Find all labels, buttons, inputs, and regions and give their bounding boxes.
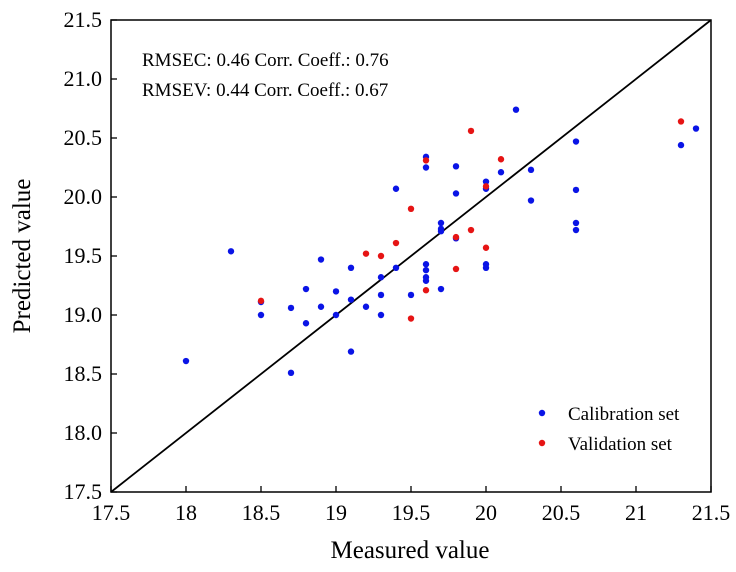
data-point-calibration-set xyxy=(482,178,490,185)
data-point-calibration-set xyxy=(692,125,700,132)
x-tick-label: 18.5 xyxy=(242,500,281,525)
x-tick-label: 19.5 xyxy=(392,500,431,525)
data-point-validation-set xyxy=(392,239,400,247)
y-axis-title: Predicted value xyxy=(9,179,36,334)
y-tick-label: 20.0 xyxy=(64,184,103,209)
data-point-calibration-set xyxy=(452,190,460,197)
data-point-calibration-set xyxy=(422,277,430,284)
data-point-calibration-set xyxy=(407,291,415,299)
x-tick-label: 21 xyxy=(625,500,647,525)
y-tick-label: 21.5 xyxy=(64,7,103,32)
data-point-calibration-set xyxy=(572,186,580,194)
data-point-calibration-set xyxy=(227,248,235,255)
data-point-validation-set xyxy=(467,226,475,234)
data-point-calibration-set xyxy=(512,106,520,113)
data-point-calibration-set xyxy=(572,219,580,227)
data-point-calibration-set xyxy=(347,264,355,271)
legend-marker-validation xyxy=(538,439,546,447)
x-tick-label: 20.5 xyxy=(542,500,581,525)
legend-marker-calibration xyxy=(538,409,546,417)
data-point-calibration-set xyxy=(287,304,295,312)
annotation-rmsec: RMSEC: 0.46 Corr. Coeff.: 0.76 xyxy=(142,50,389,71)
data-point-validation-set xyxy=(482,183,490,190)
data-point-validation-set xyxy=(677,118,685,125)
data-point-validation-set xyxy=(407,315,415,322)
data-point-calibration-set xyxy=(392,185,400,192)
data-point-calibration-set xyxy=(347,296,355,303)
data-point-validation-set xyxy=(407,205,415,212)
data-point-validation-set xyxy=(422,157,430,164)
y-tick-label: 17.5 xyxy=(64,479,103,504)
x-tick-label: 19 xyxy=(325,500,347,525)
y-tick-label: 18.5 xyxy=(64,361,103,386)
data-point-calibration-set xyxy=(332,311,340,319)
x-tick-label: 20 xyxy=(475,500,497,525)
legend: Calibration set Validation set xyxy=(538,404,680,455)
data-point-calibration-set xyxy=(482,264,490,271)
x-axis-title: Measured value xyxy=(331,537,490,564)
data-point-calibration-set xyxy=(437,228,445,235)
data-point-calibration-set xyxy=(422,266,430,274)
reference-line-y-equals-x xyxy=(110,19,712,493)
data-point-calibration-set xyxy=(377,274,385,281)
data-point-calibration-set xyxy=(257,311,265,319)
legend-label-calibration: Calibration set xyxy=(568,404,680,425)
data-point-calibration-set xyxy=(377,311,385,319)
y-tick-label: 21.0 xyxy=(64,66,103,91)
data-point-calibration-set xyxy=(317,256,325,263)
data-point-validation-set xyxy=(482,244,490,251)
data-point-calibration-set xyxy=(392,264,400,271)
data-point-calibration-set xyxy=(677,141,685,149)
data-point-validation-set xyxy=(257,297,265,305)
y-tick-label: 19.5 xyxy=(64,243,103,268)
data-point-calibration-set xyxy=(527,197,535,204)
data-point-calibration-set xyxy=(332,288,340,295)
x-tick-label: 17.5 xyxy=(92,500,131,525)
annotation-rmsev: RMSEV: 0.44 Corr. Coeff.: 0.67 xyxy=(142,80,388,101)
data-point-calibration-set xyxy=(572,226,580,234)
data-point-calibration-set xyxy=(302,320,310,327)
data-point-calibration-set xyxy=(362,303,370,310)
data-point-calibration-set xyxy=(527,166,535,174)
data-point-validation-set xyxy=(452,233,460,241)
y-tick-label: 18.0 xyxy=(64,420,103,445)
data-point-validation-set xyxy=(377,252,385,260)
data-point-calibration-set xyxy=(452,163,460,170)
x-tick-label: 18 xyxy=(175,500,197,525)
data-point-calibration-set xyxy=(422,164,430,171)
data-point-calibration-set xyxy=(437,219,445,227)
data-point-calibration-set xyxy=(347,348,355,355)
legend-label-validation: Validation set xyxy=(568,434,673,455)
data-point-validation-set xyxy=(497,156,505,163)
data-point-calibration-set xyxy=(572,138,580,145)
data-point-validation-set xyxy=(422,287,430,294)
x-tick-label: 21.5 xyxy=(692,500,731,525)
data-point-validation-set xyxy=(467,127,475,135)
y-tick-label: 19.0 xyxy=(64,302,103,327)
data-point-calibration-set xyxy=(497,169,505,176)
data-point-calibration-set xyxy=(437,285,445,293)
data-point-validation-set xyxy=(452,265,460,273)
y-tick-label: 20.5 xyxy=(64,125,103,150)
data-point-calibration-set xyxy=(317,303,325,310)
data-point-calibration-set xyxy=(302,285,310,293)
data-point-calibration-set xyxy=(182,357,190,365)
data-point-calibration-set xyxy=(287,369,295,377)
data-point-validation-set xyxy=(362,250,370,257)
data-point-calibration-set xyxy=(422,261,430,268)
data-point-calibration-set xyxy=(377,291,385,299)
